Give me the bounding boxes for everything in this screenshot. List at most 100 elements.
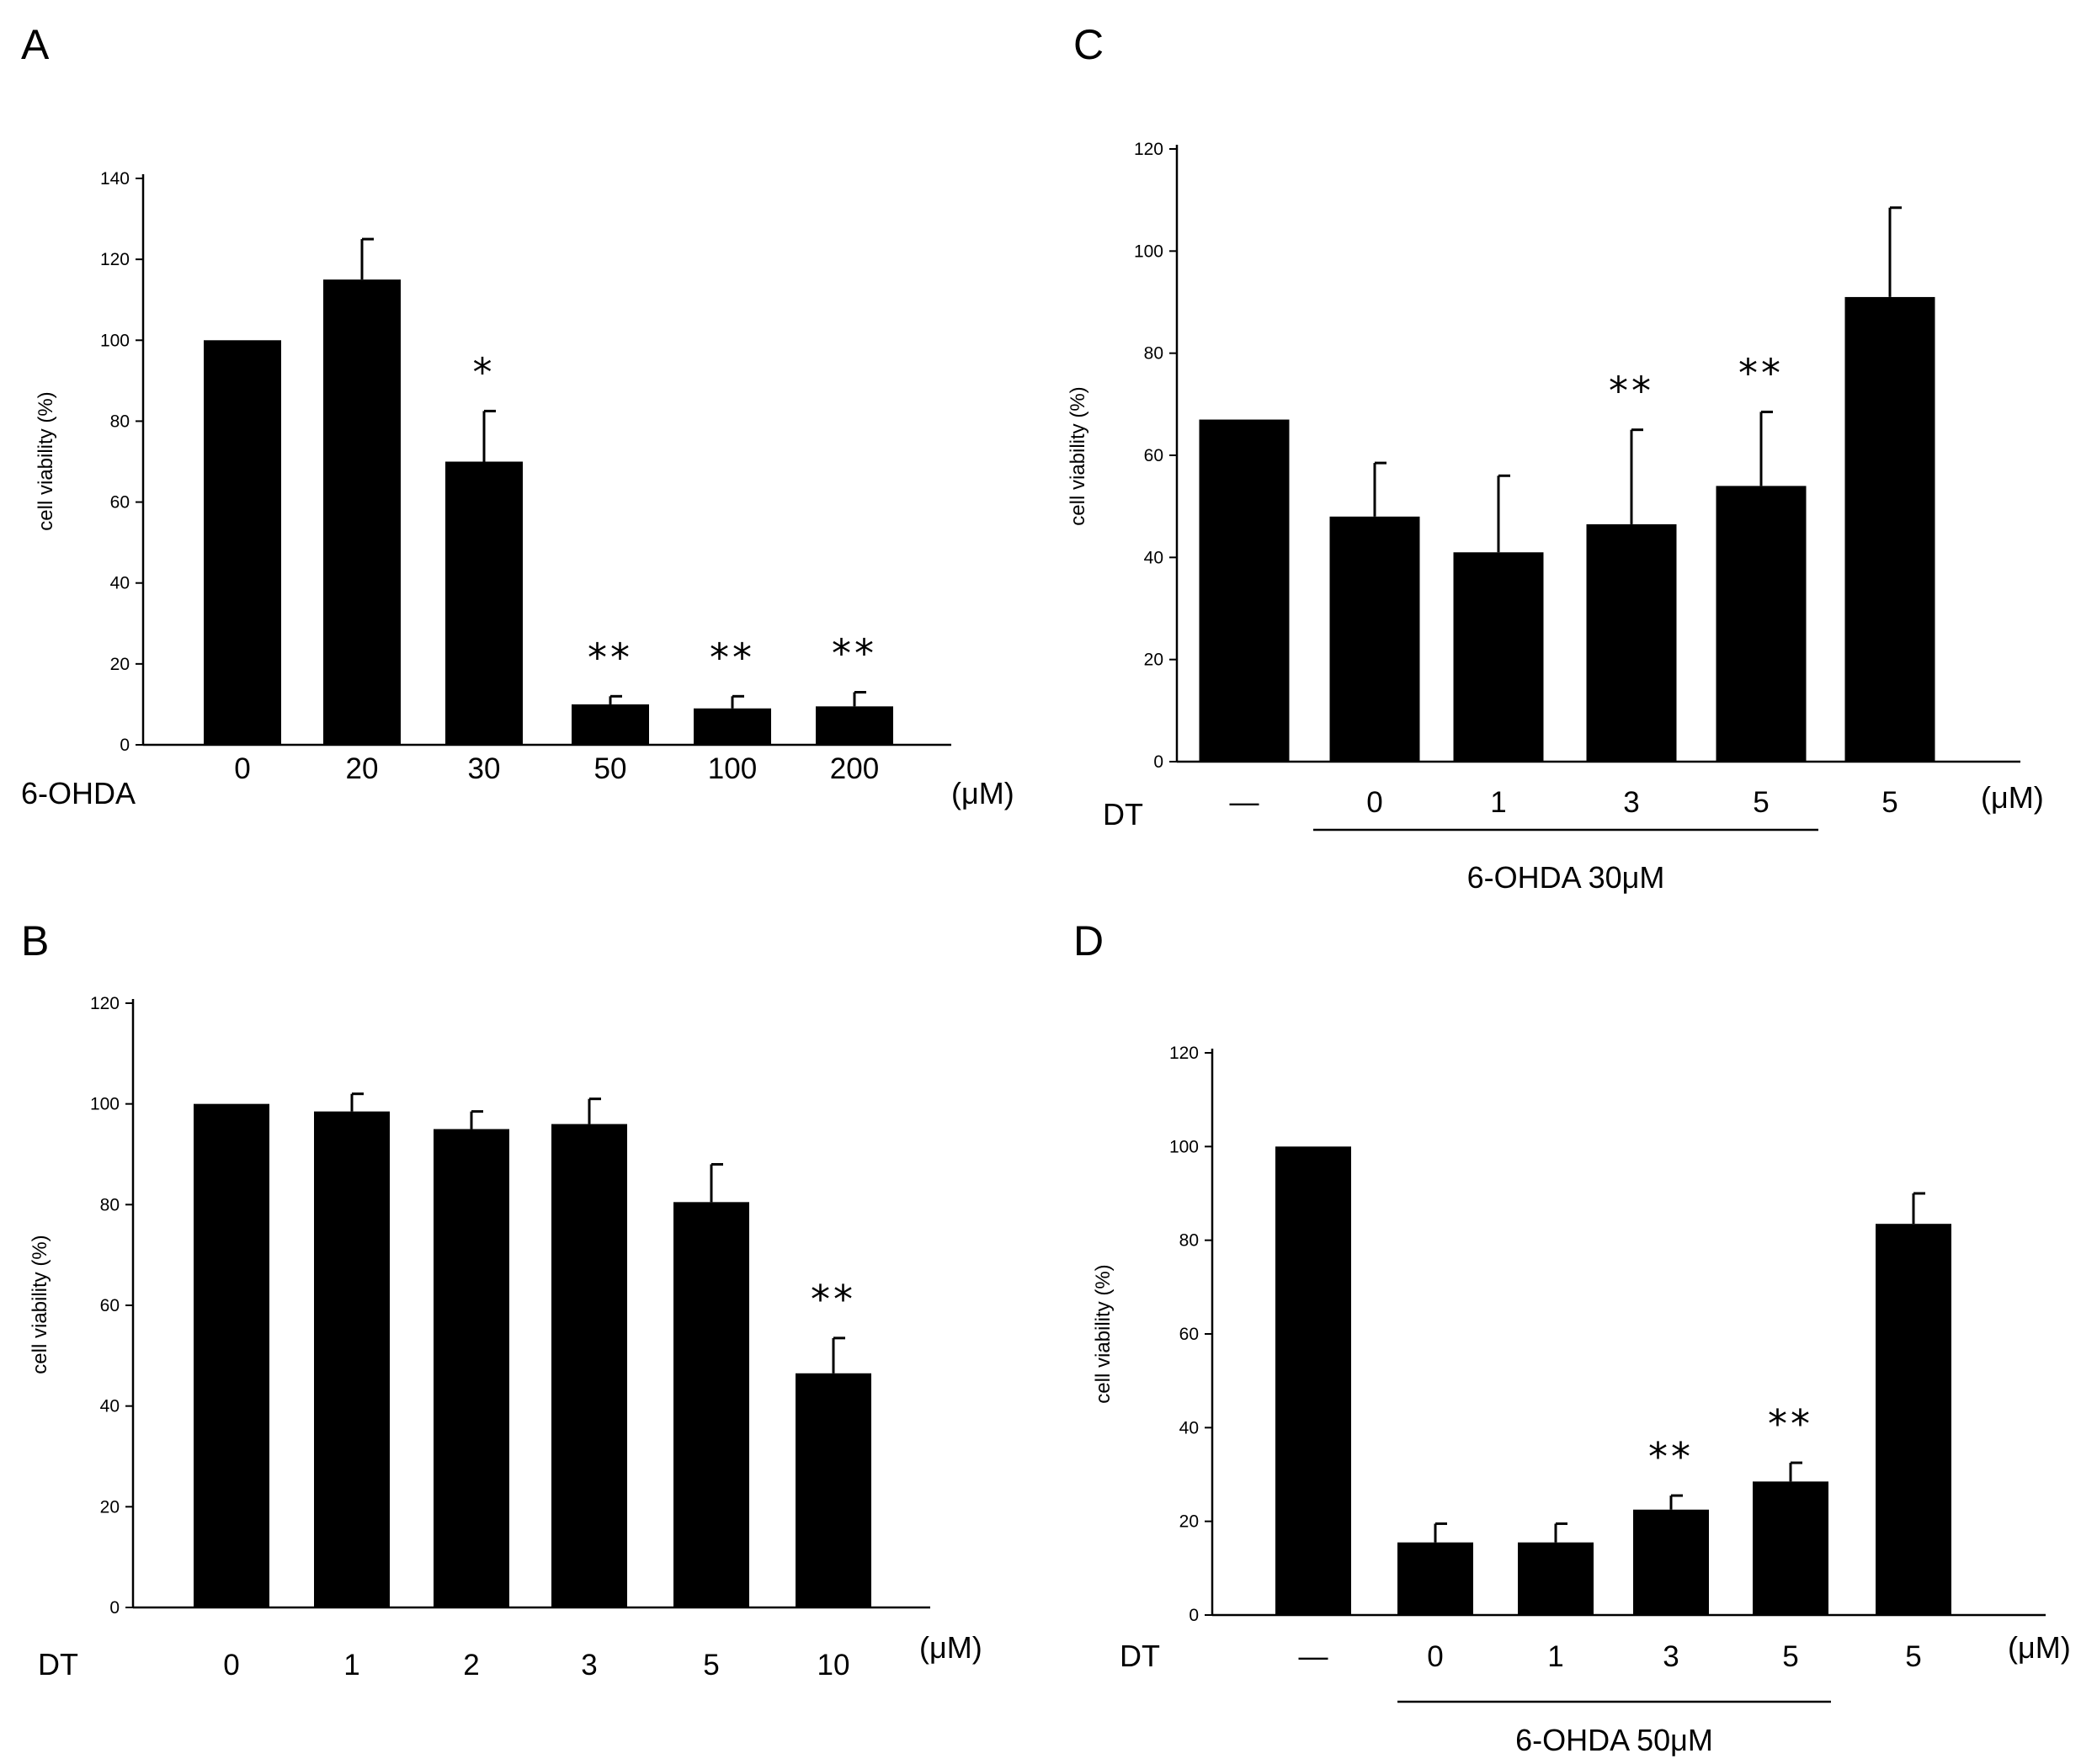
y-tick-label: 20 (100, 1497, 120, 1517)
bar (1518, 1542, 1594, 1615)
bar (1199, 419, 1290, 762)
x-tick-label: 3 (581, 1649, 597, 1682)
significance-marker: ** (811, 1277, 856, 1322)
bar (323, 279, 401, 745)
bar (1716, 486, 1807, 762)
unit-label: (μM) (1981, 780, 2044, 815)
x-tick-label: 1 (1490, 786, 1506, 819)
row-label: DT (1103, 797, 1143, 832)
bar (1633, 1509, 1709, 1615)
y-tick-label: 120 (100, 250, 130, 269)
x-tick-label: 20 (346, 752, 379, 785)
y-tick-label: 40 (1144, 548, 1163, 567)
significance-marker: ** (1768, 1401, 1813, 1447)
y-tick-label: 80 (110, 412, 130, 431)
y-tick-label: 120 (1134, 140, 1163, 159)
panel-letter: C (1073, 21, 1104, 68)
x-tick-label: 3 (1623, 786, 1639, 819)
y-tick-label: 100 (100, 331, 130, 350)
x-tick-label: 0 (234, 752, 250, 785)
significance-marker: ** (588, 635, 633, 680)
x-tick-label: 5 (1905, 1640, 1921, 1673)
y-tick-label: 40 (1179, 1418, 1199, 1437)
x-tick-label: 2 (463, 1649, 479, 1682)
x-tick-label: 0 (223, 1649, 239, 1682)
x-tick-label: 0 (1366, 786, 1382, 819)
bar (572, 704, 649, 745)
y-tick-label: 20 (1179, 1512, 1199, 1532)
y-tick-label: 80 (100, 1195, 120, 1214)
y-tick-label: 140 (100, 169, 130, 189)
panel-letter: D (1073, 917, 1104, 964)
y-axis-label: cell viability (%) (35, 391, 57, 530)
x-tick-label: 1 (1547, 1640, 1563, 1673)
panel-letter: A (21, 21, 50, 68)
y-tick-label: 60 (100, 1296, 120, 1315)
bar (1397, 1542, 1473, 1615)
bar (434, 1129, 509, 1607)
significance-marker: * (473, 349, 496, 395)
bar (1329, 516, 1420, 762)
y-tick-label: 80 (1179, 1231, 1199, 1251)
x-tick-label: 5 (1782, 1640, 1798, 1673)
x-tick-label: — (1230, 786, 1259, 819)
y-tick-label: 120 (90, 994, 120, 1013)
significance-marker: ** (832, 631, 877, 677)
bar (1844, 296, 1935, 762)
y-tick-label: 60 (110, 493, 130, 513)
bar (1275, 1146, 1351, 1615)
x-tick-label: 3 (1663, 1640, 1679, 1673)
bar (204, 340, 281, 745)
x-tick-label: 0 (1427, 1640, 1443, 1673)
y-tick-label: 40 (100, 1397, 120, 1416)
row-label: DT (38, 1647, 78, 1682)
unit-label: (μM) (951, 776, 1014, 810)
bar (796, 1373, 871, 1607)
bar (194, 1103, 269, 1607)
y-tick-label: 20 (110, 655, 130, 674)
bar (673, 1202, 749, 1607)
y-axis-label: cell viability (%) (1067, 386, 1089, 525)
y-tick-label: 100 (1169, 1137, 1199, 1156)
y-tick-label: 40 (110, 574, 130, 593)
y-tick-label: 60 (1179, 1325, 1199, 1344)
chart-panel-a: A 0 20 40 60 80 100 120 140 cell viability (%) 0 20… (21, 21, 1014, 810)
bar (1453, 552, 1544, 762)
x-tick-label: 100 (708, 752, 757, 785)
y-tick-label: 80 (1144, 344, 1163, 364)
bar (1753, 1481, 1828, 1615)
bar (816, 706, 893, 745)
y-tick-label: 0 (1189, 1606, 1199, 1625)
y-tick-label: 120 (1169, 1044, 1199, 1063)
unit-label: (μM) (2008, 1630, 2071, 1665)
significance-marker: ** (1738, 350, 1784, 396)
y-tick-label: 0 (1153, 752, 1163, 772)
y-tick-label: 60 (1144, 446, 1163, 465)
x-tick-label: 1 (343, 1649, 359, 1682)
y-tick-label: 100 (90, 1095, 120, 1114)
bar (314, 1111, 390, 1607)
x-tick-label: 10 (817, 1649, 850, 1682)
x-tick-label: 5 (1881, 786, 1897, 819)
panel-letter: B (21, 917, 49, 964)
bar (694, 708, 771, 745)
x-tick-label: 5 (1753, 786, 1769, 819)
treatment-label: 6-OHDA 30μM (1467, 860, 1665, 895)
x-tick-label: 200 (830, 752, 879, 785)
row-label: 6-OHDA (21, 776, 136, 810)
y-tick-label: 0 (120, 736, 130, 755)
y-axis-label: cell viability (%) (29, 1235, 51, 1373)
unit-label: (μM) (919, 1630, 982, 1665)
x-tick-label: 30 (468, 752, 501, 785)
bar (1876, 1224, 1951, 1615)
significance-marker: ** (1648, 1434, 1694, 1480)
bar (445, 461, 523, 745)
significance-marker: ** (1609, 369, 1654, 414)
x-tick-label: 5 (703, 1649, 719, 1682)
bar (551, 1124, 627, 1607)
row-label: DT (1120, 1639, 1160, 1673)
x-tick-label: — (1299, 1640, 1328, 1673)
y-axis-label: cell viability (%) (1092, 1264, 1115, 1403)
chart-panel-c: C 0 20 40 60 80 100 120 cell viability (%) — 0 1 ** 3… (1067, 21, 2044, 895)
